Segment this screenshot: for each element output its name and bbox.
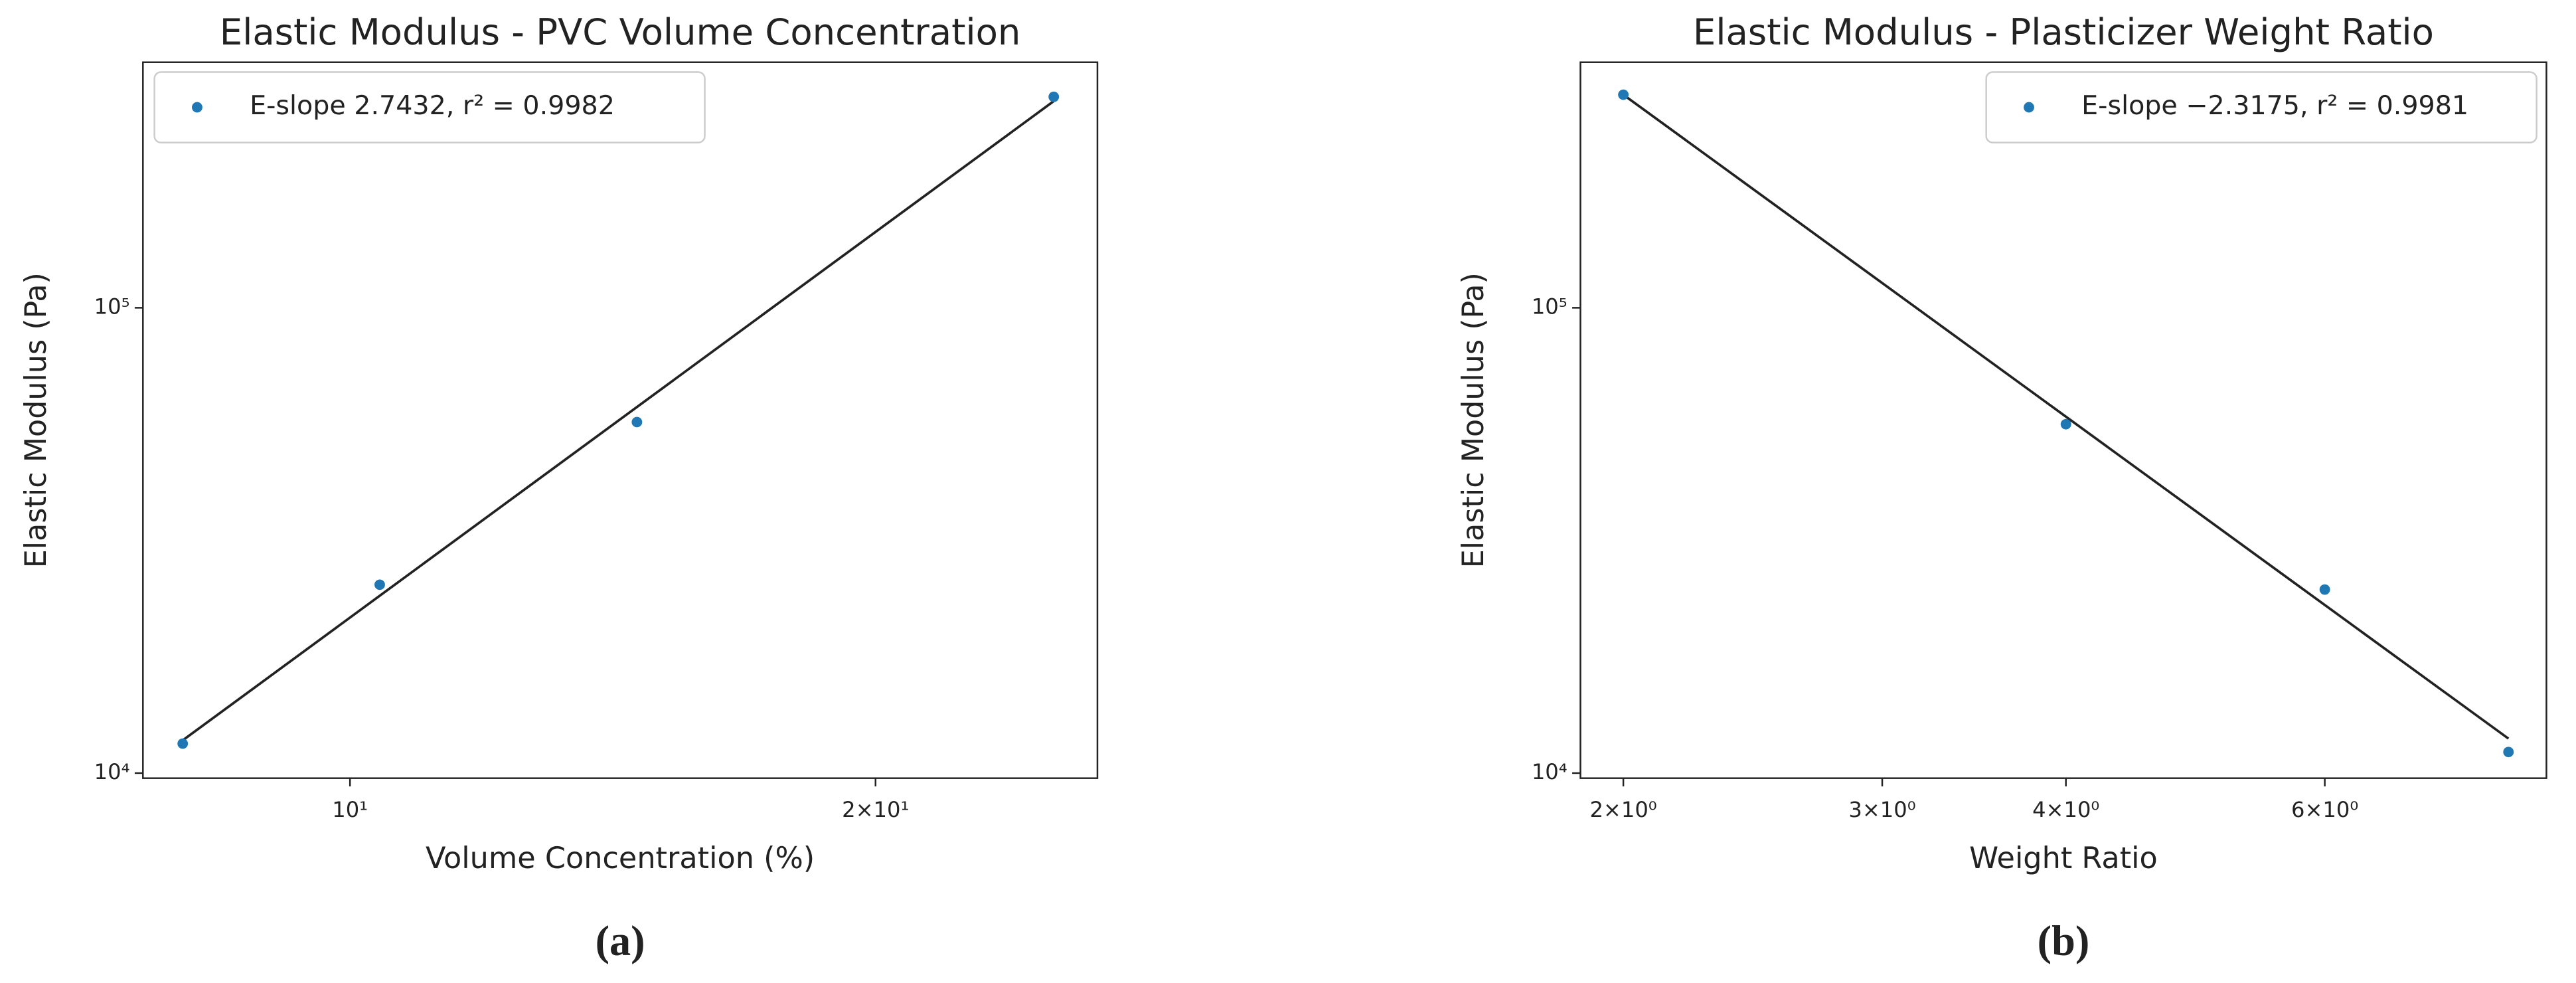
y-tick-label: 10⁴ xyxy=(94,759,130,784)
y-tick-label: 10⁵ xyxy=(1532,294,1568,319)
chart-title: Elastic Modulus - Plasticizer Weight Rat… xyxy=(1693,11,2434,53)
data-point xyxy=(2060,418,2071,430)
x-axis-label: Volume Concentration (%) xyxy=(426,842,815,875)
x-tick-label: 2×10⁰ xyxy=(1589,797,1656,822)
legend-marker xyxy=(192,102,202,113)
legend-label: E-slope −2.3175, r² = 0.9981 xyxy=(2081,90,2468,121)
plot-frame xyxy=(142,61,1099,779)
legend-box xyxy=(1985,71,2537,143)
y-axis-label: Elastic Modulus (Pa) xyxy=(19,272,53,568)
legend-marker xyxy=(2024,102,2034,113)
chart-title: Elastic Modulus - PVC Volume Concentrati… xyxy=(220,11,1021,53)
y-tick-label: 10⁵ xyxy=(94,294,130,319)
legend-label: E-slope 2.7432, r² = 0.9982 xyxy=(250,90,615,121)
fit-line xyxy=(1622,94,2510,740)
plot-frame xyxy=(1579,61,2547,779)
data-point xyxy=(631,416,643,428)
x-tick-label: 4×10⁰ xyxy=(2032,797,2099,822)
panel-label: (b) xyxy=(2038,917,2090,964)
y-tick-label: 10⁴ xyxy=(1532,759,1568,784)
data-point xyxy=(1618,89,1629,100)
data-point xyxy=(1048,91,1060,102)
fit-line xyxy=(182,100,1055,742)
data-point xyxy=(177,738,189,749)
data-point xyxy=(2319,584,2330,595)
x-tick-label: 10¹ xyxy=(332,797,368,822)
y-axis-label: Elastic Modulus (Pa) xyxy=(1457,272,1490,568)
x-tick-label: 3×10⁰ xyxy=(1848,797,1915,822)
panel-label: (a) xyxy=(596,917,645,964)
data-point xyxy=(374,579,385,590)
legend-box xyxy=(153,71,706,143)
x-axis-label: Weight Ratio xyxy=(1969,842,2158,875)
data-point xyxy=(2503,747,2514,758)
x-tick-label: 2×10¹ xyxy=(842,797,909,822)
x-tick-label: 6×10⁰ xyxy=(2291,797,2358,822)
